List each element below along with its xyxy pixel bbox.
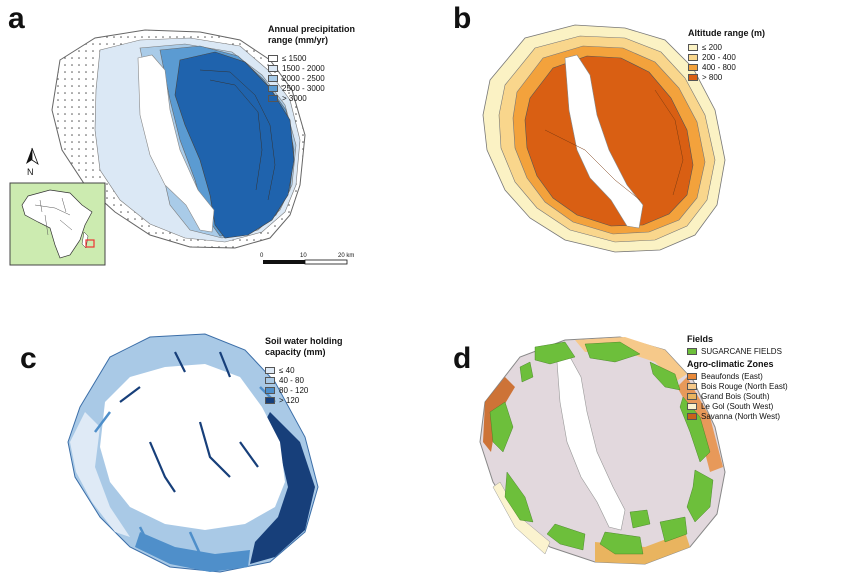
altitude-map bbox=[482, 24, 726, 253]
legend-item: Savanna (North West) bbox=[687, 411, 788, 421]
legend-item: 2000 - 2500 bbox=[268, 73, 325, 83]
legend-title-soil: Soil water holding capacity (mm) bbox=[265, 336, 343, 357]
north-label: N bbox=[27, 167, 34, 177]
legend-swatch bbox=[688, 53, 698, 61]
legend-item: 2500 - 3000 bbox=[268, 83, 325, 93]
legend-item: 40 - 80 bbox=[265, 375, 308, 385]
fields-map bbox=[479, 336, 726, 565]
soil-80-120-south bbox=[135, 532, 250, 572]
legend-swatch bbox=[688, 43, 698, 51]
legend-swatch bbox=[268, 54, 278, 62]
legend-item: Grand Bois (South) bbox=[687, 391, 788, 401]
legend-swatch bbox=[265, 376, 275, 384]
legend-swatch bbox=[265, 396, 275, 404]
panel-a-precipitation: a N bbox=[0, 0, 420, 285]
legend-item: Le Gol (South West) bbox=[687, 401, 788, 411]
precipitation-map: N 0 10 20 km bbox=[9, 29, 354, 266]
legend-swatch bbox=[268, 74, 278, 82]
legend-swatch bbox=[268, 94, 278, 102]
legend-swatch bbox=[265, 386, 275, 394]
legend-item: 200 - 400 bbox=[688, 52, 736, 62]
legend-item: Beaufonds (East) bbox=[687, 371, 788, 381]
zone-savanna-nw bbox=[483, 377, 515, 452]
legend-item: Bois Rouge (North East) bbox=[687, 381, 788, 391]
legend-swatch bbox=[687, 347, 697, 355]
legend-altitude: ≤ 200 200 - 400 400 - 800 > 800 bbox=[688, 42, 736, 82]
legend-swatch bbox=[268, 64, 278, 72]
legend-swatch bbox=[688, 63, 698, 71]
fields-legend-title: Fields bbox=[687, 334, 714, 344]
legend-soil: ≤ 40 40 - 80 80 - 120 > 120 bbox=[265, 365, 308, 405]
legend-swatch bbox=[268, 84, 278, 92]
panel-letter-b: b bbox=[453, 2, 472, 35]
soil-water-map bbox=[67, 333, 319, 573]
africa-inset-map bbox=[9, 182, 106, 266]
legend-zones: Beaufonds (East) Bois Rouge (North East)… bbox=[687, 371, 788, 421]
scale-bar: 0 10 20 km bbox=[260, 253, 354, 265]
legend-item: ≤ 1500 bbox=[268, 53, 325, 63]
legend-item: ≤ 200 bbox=[688, 42, 736, 52]
panel-c-soil-water: c Soil water holding capacity (mm) ≤ 40 … bbox=[0, 292, 420, 577]
legend-swatch bbox=[687, 412, 697, 420]
zones-legend-title: Agro-climatic Zones bbox=[687, 359, 774, 369]
legend-item: > 800 bbox=[688, 72, 736, 82]
panel-letter-d: d bbox=[453, 342, 472, 375]
central-white-band bbox=[564, 54, 644, 229]
scale-label-20km: 20 km bbox=[338, 253, 354, 259]
scale-label-0: 0 bbox=[260, 253, 264, 259]
legend-title-precipitation: Annual precipitation range (mm/yr) bbox=[268, 24, 356, 45]
legend-item: ≤ 40 bbox=[265, 365, 308, 375]
legend-swatch bbox=[687, 392, 697, 400]
legend-swatch bbox=[687, 402, 697, 410]
soil-over-120-east bbox=[250, 412, 315, 564]
soil-white-interior bbox=[100, 364, 285, 530]
legend-item: > 120 bbox=[265, 395, 308, 405]
legend-item: 80 - 120 bbox=[265, 385, 308, 395]
panel-d-fields: d Fields SUGARCANE FIELDS Agro-climatic … bbox=[425, 292, 850, 577]
central-white-band bbox=[556, 356, 626, 531]
legend-swatch bbox=[688, 73, 698, 81]
legend-precipitation: ≤ 1500 1500 - 2000 2000 - 2500 2500 - 30… bbox=[268, 53, 325, 103]
panel-letter-c: c bbox=[20, 342, 37, 375]
zone-over-3000 bbox=[174, 51, 295, 239]
legend-fields: SUGARCANE FIELDS bbox=[687, 346, 782, 356]
legend-swatch bbox=[265, 366, 275, 374]
legend-item: 1500 - 2000 bbox=[268, 63, 325, 73]
legend-swatch bbox=[687, 372, 697, 380]
legend-item: > 3000 bbox=[268, 93, 325, 103]
legend-swatch bbox=[687, 382, 697, 390]
legend-item: 400 - 800 bbox=[688, 62, 736, 72]
alt-zone-over-800 bbox=[524, 55, 694, 227]
legend-item: SUGARCANE FIELDS bbox=[687, 346, 782, 356]
soil-40-80-west bbox=[70, 412, 130, 537]
scale-label-10: 10 bbox=[300, 253, 307, 259]
legend-title-altitude: Altitude range (m) bbox=[688, 28, 766, 38]
panel-letter-a: a bbox=[8, 2, 25, 35]
central-white-band bbox=[137, 54, 215, 233]
north-arrow-icon bbox=[26, 147, 39, 166]
sugarcane-fields bbox=[489, 341, 714, 555]
panel-b-altitude: b Altitude range (m) ≤ 200 200 - 400 400… bbox=[425, 0, 850, 285]
